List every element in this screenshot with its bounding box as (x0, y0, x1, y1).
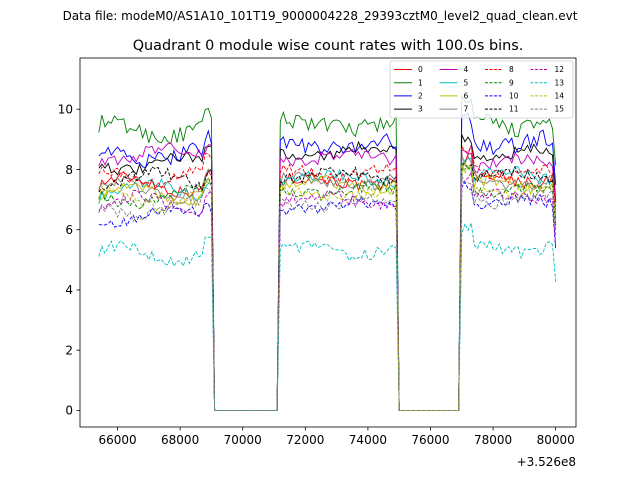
legend-label: 5 (464, 78, 469, 87)
series-line-9 (98, 166, 557, 411)
x-tick-label: 78000 (474, 433, 512, 447)
series-line-6 (98, 160, 557, 411)
series-line-10 (98, 181, 557, 411)
y-tick-label: 0 (65, 404, 73, 418)
series-line-14 (98, 163, 557, 411)
figure-suptitle: Data file: modeM0/AS1A10_101T19_90000042… (63, 9, 578, 23)
x-tick-label: 80000 (537, 433, 575, 447)
legend-label: 15 (555, 105, 565, 114)
legend-label: 6 (464, 92, 469, 101)
series-line-7 (98, 154, 557, 411)
y-tick-label: 4 (65, 283, 73, 297)
y-axis: 0 2 4 6 8 10 (58, 103, 80, 418)
y-tick-label: 2 (65, 343, 73, 357)
x-offset-label: +3.526e8 (517, 455, 576, 469)
series-line-0 (98, 152, 557, 411)
legend-label: 14 (555, 92, 565, 101)
x-tick-label: 72000 (286, 433, 324, 447)
series-line-3 (98, 134, 557, 411)
legend-label: 8 (509, 65, 514, 74)
legend-label: 13 (555, 78, 565, 87)
series-line-2 (98, 112, 557, 411)
y-tick-label: 6 (65, 223, 73, 237)
y-tick-label: 8 (65, 163, 73, 177)
legend-label: 10 (509, 92, 519, 101)
legend-label: 0 (418, 65, 423, 74)
chart-title: Quadrant 0 module wise count rates with … (133, 38, 524, 54)
legend-label: 11 (509, 105, 519, 114)
legend-label: 2 (418, 92, 423, 101)
legend-label: 3 (418, 105, 423, 114)
legend-label: 4 (464, 65, 469, 74)
x-axis: 66000 68000 70000 72000 74000 76000 78000 80000 (98, 427, 575, 447)
series-line-13 (98, 221, 557, 411)
plot-area: 66000 68000 70000 72000 74000 76000 78000 80000… (58, 57, 577, 469)
x-tick-label: 70000 (224, 433, 262, 447)
legend-label: 1 (418, 78, 423, 87)
legend-frame (389, 60, 574, 119)
x-tick-label: 74000 (349, 433, 387, 447)
x-tick-label: 76000 (411, 433, 449, 447)
legend-label: 7 (464, 105, 469, 114)
x-tick-label: 68000 (161, 433, 199, 447)
series-line-1 (98, 94, 557, 411)
x-tick-label: 66000 (98, 433, 136, 447)
series-line-8 (98, 144, 557, 411)
series-line-4 (98, 142, 557, 411)
series-layer (98, 94, 557, 411)
y-tick-label: 10 (58, 103, 73, 117)
series-line-15 (98, 174, 557, 411)
axes-frame (79, 57, 577, 428)
series-line-12 (98, 171, 557, 411)
series-line-11 (98, 163, 557, 411)
legend-label: 9 (509, 78, 514, 87)
legend-label: 12 (555, 65, 565, 74)
